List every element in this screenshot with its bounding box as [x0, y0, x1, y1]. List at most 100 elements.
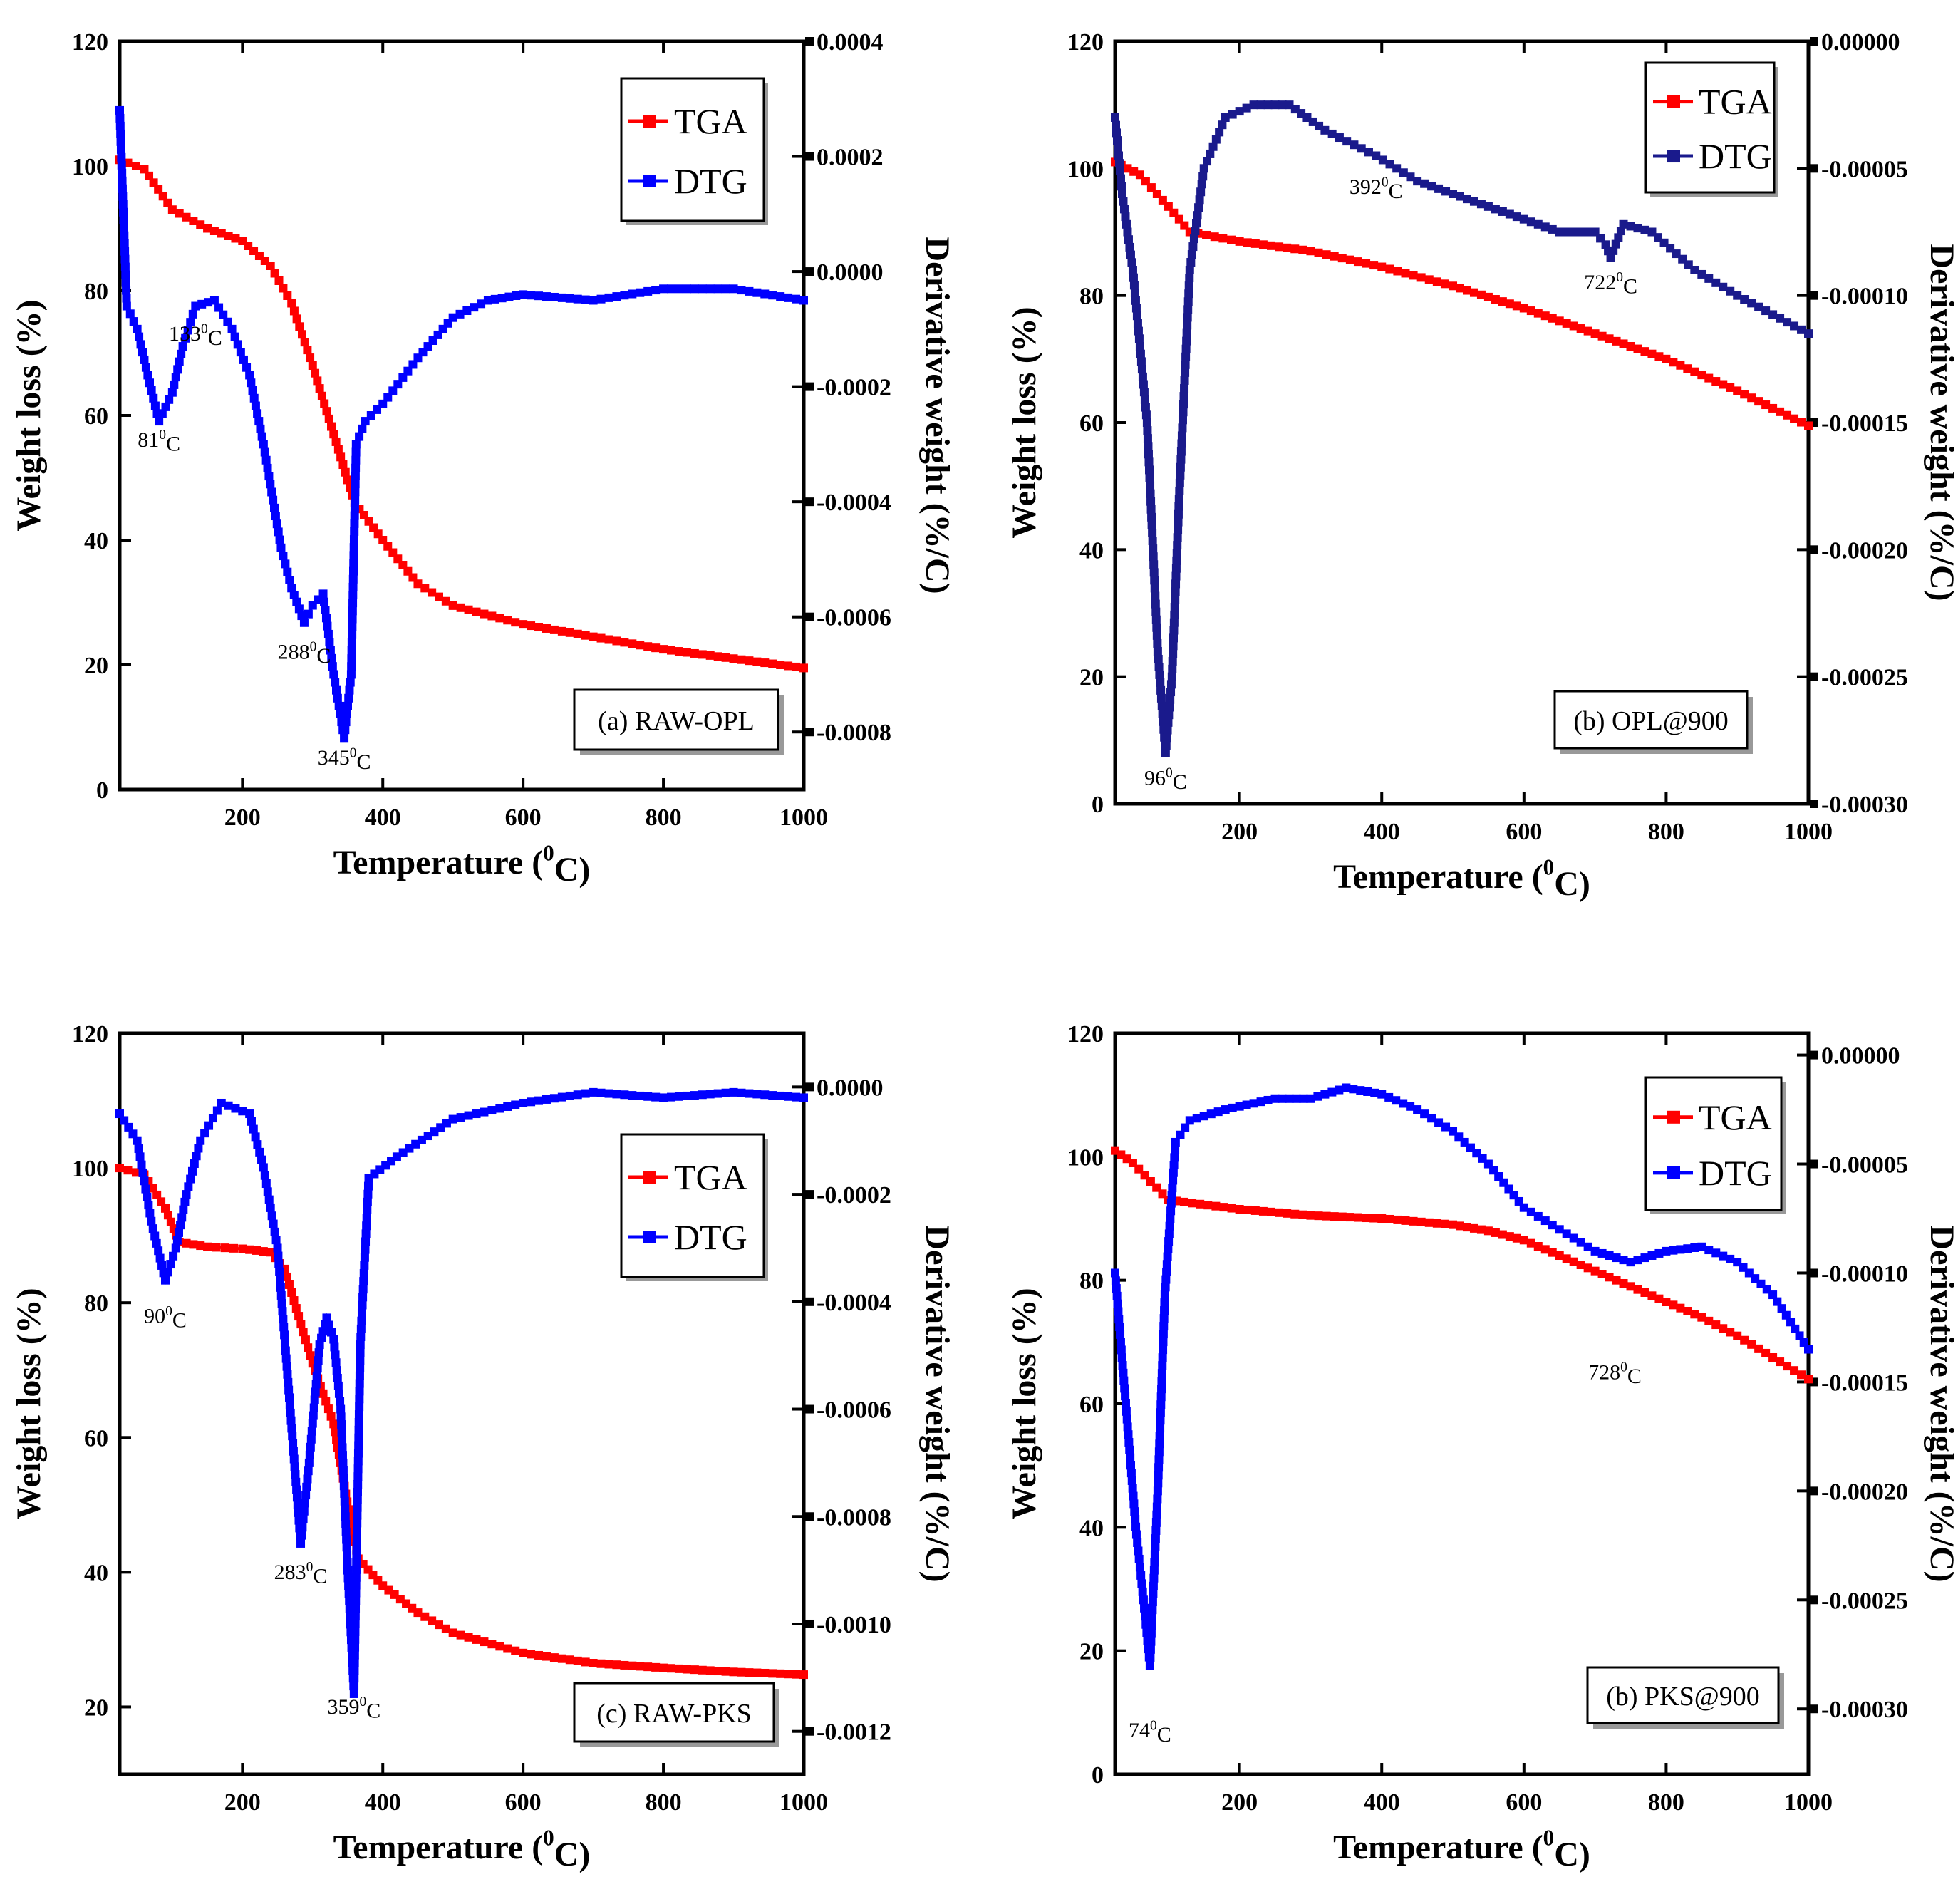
data-point [1155, 1439, 1164, 1449]
data-point [289, 591, 299, 599]
data-point [784, 1092, 793, 1101]
data-point [350, 1674, 359, 1683]
y-tick-label: 100 [1067, 156, 1104, 182]
data-point [1159, 1314, 1169, 1323]
data-point [295, 322, 304, 331]
data-point [487, 611, 497, 621]
data-point [283, 567, 292, 576]
data-point [1180, 1197, 1189, 1206]
data-point [1776, 314, 1785, 323]
data-point [1540, 1216, 1550, 1226]
data-point [1420, 179, 1429, 188]
data-point [1159, 1322, 1169, 1331]
data-point [1654, 352, 1664, 361]
data-point [1611, 239, 1620, 249]
data-point [1416, 1217, 1426, 1226]
data-point [349, 1689, 358, 1698]
data-point [1218, 234, 1228, 243]
data-point [165, 395, 174, 404]
data-point [1122, 1407, 1131, 1416]
data-point [1576, 324, 1585, 333]
data-point [344, 1589, 353, 1598]
data-point [327, 1328, 336, 1337]
data-point [1228, 110, 1237, 119]
data-point [229, 1243, 238, 1253]
data-point [1170, 1153, 1179, 1162]
data-point [320, 597, 329, 606]
y2-tick-marker [1810, 800, 1818, 808]
data-point [1152, 1502, 1161, 1511]
data-point [729, 284, 738, 294]
data-point [333, 1373, 342, 1382]
data-point [1483, 1226, 1493, 1236]
data-point [292, 314, 301, 324]
data-point [144, 1201, 153, 1210]
data-point [1377, 262, 1387, 271]
data-point [549, 292, 559, 301]
data-point [1797, 1370, 1806, 1380]
data-point [1131, 1522, 1141, 1531]
series-line-dtg [1114, 103, 1809, 753]
data-point [120, 231, 129, 240]
data-point [116, 145, 125, 154]
legend-entry-tga: TGA [674, 1157, 747, 1197]
data-point [1313, 1092, 1322, 1101]
data-point [534, 623, 544, 632]
data-point [408, 360, 418, 369]
y2-tick-label: -0.00005 [1821, 156, 1908, 182]
data-point [289, 1447, 298, 1456]
data-point [183, 326, 192, 335]
data-point [355, 432, 364, 441]
data-point [161, 402, 170, 411]
data-point [1619, 1256, 1628, 1265]
data-point [341, 1504, 350, 1514]
data-point [542, 624, 551, 633]
data-point [1662, 1298, 1671, 1306]
data-point [1483, 292, 1493, 301]
data-point [1169, 641, 1178, 651]
data-point [351, 487, 360, 497]
data-point [472, 1635, 481, 1644]
data-point [189, 217, 198, 225]
y2-tick-label: -0.0002 [817, 375, 891, 401]
data-point [1704, 274, 1714, 283]
data-point [1134, 1554, 1144, 1563]
data-point [117, 160, 126, 170]
data-point [340, 1489, 349, 1498]
data-point [1122, 219, 1131, 229]
data-point [542, 1652, 551, 1661]
data-point [1597, 1248, 1607, 1258]
data-point [1392, 164, 1402, 173]
data-point [342, 1535, 351, 1544]
data-point [307, 1427, 316, 1436]
data-point [1533, 1242, 1543, 1251]
data-point [252, 1246, 261, 1255]
data-point [299, 1328, 308, 1337]
data-point [1179, 392, 1188, 401]
data-point [345, 685, 354, 695]
data-point [320, 399, 329, 408]
data-point [1512, 212, 1521, 222]
data-point [343, 1551, 352, 1560]
data-point [612, 636, 621, 646]
data-point [1124, 1430, 1133, 1439]
data-point [338, 1435, 347, 1444]
series-dtg [115, 105, 808, 743]
data-point [1263, 1095, 1273, 1104]
data-point [1168, 664, 1177, 673]
data-point [659, 284, 668, 294]
data-point [1555, 316, 1564, 326]
y-tick-label: 100 [72, 1156, 108, 1182]
y-tick-label: 60 [1079, 1392, 1104, 1418]
data-point [1139, 380, 1148, 389]
data-point [1590, 329, 1600, 338]
data-point [264, 1195, 274, 1204]
y2-tick-marker [805, 1190, 814, 1199]
legend-swatch-marker [643, 115, 656, 128]
y-tick-label: 0 [1092, 792, 1104, 818]
data-point [331, 437, 341, 446]
data-point [289, 306, 299, 316]
data-point [1181, 344, 1191, 353]
data-point [472, 1109, 481, 1119]
data-point [1662, 1246, 1671, 1256]
